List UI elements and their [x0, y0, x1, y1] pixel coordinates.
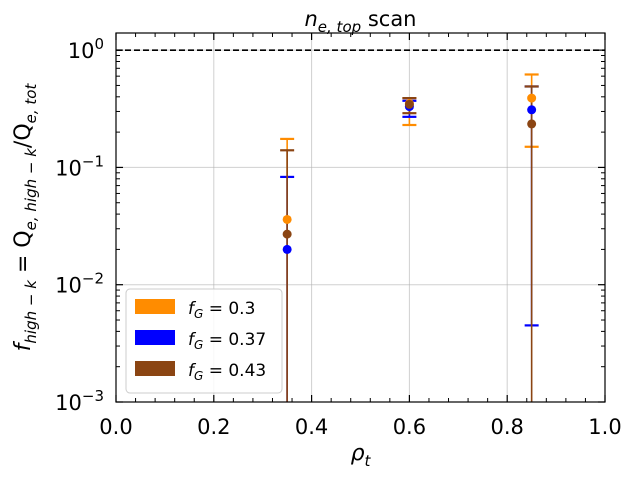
data-point	[282, 244, 292, 254]
x-tick-label: 1.0	[588, 415, 621, 439]
data-point	[404, 99, 414, 109]
data-point	[527, 105, 537, 115]
data-point	[282, 214, 292, 224]
series-2	[280, 85, 539, 402]
data-point	[282, 229, 292, 239]
legend-swatch	[135, 361, 175, 376]
x-tick-label: 0.0	[99, 415, 132, 439]
y-tick-label: 10−2	[55, 270, 104, 298]
y-axis-label: fhigh − k = Qe, high − k/Qe, tot	[11, 83, 40, 352]
x-axis-label-sub: t	[365, 452, 372, 470]
y-axis-label-f: f	[11, 340, 36, 351]
chart-title: ne, top scan	[304, 7, 416, 36]
y-axis-label-qsub: e, high − k	[22, 147, 40, 231]
series-layer	[280, 73, 539, 402]
chart-title-suffix: scan	[361, 7, 416, 31]
y-axis-label-eq: = Q	[11, 230, 36, 280]
x-tick-label: 0.2	[197, 415, 230, 439]
plot-frame	[115, 32, 606, 403]
legend-swatch	[135, 299, 175, 314]
data-point	[527, 119, 537, 129]
y-tick-label: 10−1	[55, 152, 104, 180]
x-axis-label: ρt	[351, 441, 372, 470]
chart-title-sub: e, top	[318, 18, 361, 36]
series-points-2	[282, 99, 537, 239]
legend: fG = 0.3 fG = 0.37 fG = 0.43	[125, 288, 283, 394]
x-tick-label: 0.4	[295, 415, 328, 439]
y-tick-label: 10−3	[55, 387, 104, 415]
x-axis-label-main: ρ	[351, 441, 365, 466]
legend-label: fG = 0.43	[188, 361, 266, 383]
legend-swatch	[135, 330, 175, 345]
y-axis-label-slash: /Q	[11, 123, 36, 148]
ticks: 0.0 0.2 0.4 0.6 0.8 1.0 10−3 10−2 10−1 100	[55, 33, 622, 439]
data-point	[527, 93, 537, 103]
legend-label: fG = 0.37	[188, 330, 266, 352]
y-axis-label-fsub: high − k	[22, 279, 40, 344]
chart-title-main: n	[304, 7, 317, 31]
y-axis-label-qsub2: e, tot	[22, 83, 40, 124]
x-tick-label: 0.6	[393, 415, 426, 439]
x-tick-label: 0.8	[490, 415, 523, 439]
y-tick-label: 100	[68, 35, 104, 63]
legend-label: fG = 0.3	[188, 299, 255, 321]
